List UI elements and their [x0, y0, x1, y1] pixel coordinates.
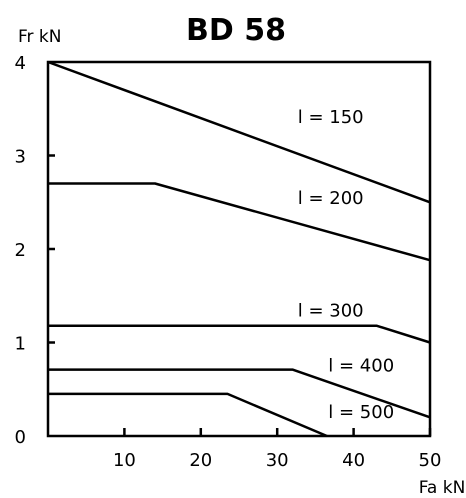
y-tick-label-4: 4 [15, 53, 26, 74]
series-labels: l = 150 l = 200 l = 300 l = 400 l = 500 [298, 107, 394, 423]
series-line-1 [47, 60, 431, 204]
series-label-3: l = 300 [298, 300, 364, 321]
series-label-4: l = 400 [328, 355, 394, 376]
y-tick-label-3: 3 [15, 147, 26, 168]
series-label-2: l = 200 [298, 188, 364, 209]
y-tick-label-1: 1 [15, 334, 26, 355]
series-line-4 [48, 368, 431, 419]
series-line-2 [48, 182, 431, 262]
x-axis-label: Fa kN [419, 478, 466, 498]
series-group [47, 60, 431, 438]
axis-ticks: 10 20 30 40 50 0 1 2 3 4 [15, 53, 442, 471]
plot-frame [46, 60, 432, 438]
y-tick-label-2: 2 [15, 240, 26, 261]
series-line-5 [48, 392, 328, 438]
y-axis-label: Fr kN [18, 27, 62, 47]
y-tick-label-0: 0 [15, 427, 26, 448]
x-tick-label-10: 10 [113, 450, 136, 471]
chart-title: BD 58 [186, 13, 286, 48]
x-tick-label-30: 30 [266, 450, 289, 471]
x-tick-label-20: 20 [189, 450, 212, 471]
x-tick-label-50: 50 [419, 450, 442, 471]
series-line-3 [48, 324, 431, 344]
series-label-5: l = 500 [328, 402, 394, 423]
x-tick-label-40: 40 [342, 450, 365, 471]
series-label-1: l = 150 [298, 107, 364, 128]
